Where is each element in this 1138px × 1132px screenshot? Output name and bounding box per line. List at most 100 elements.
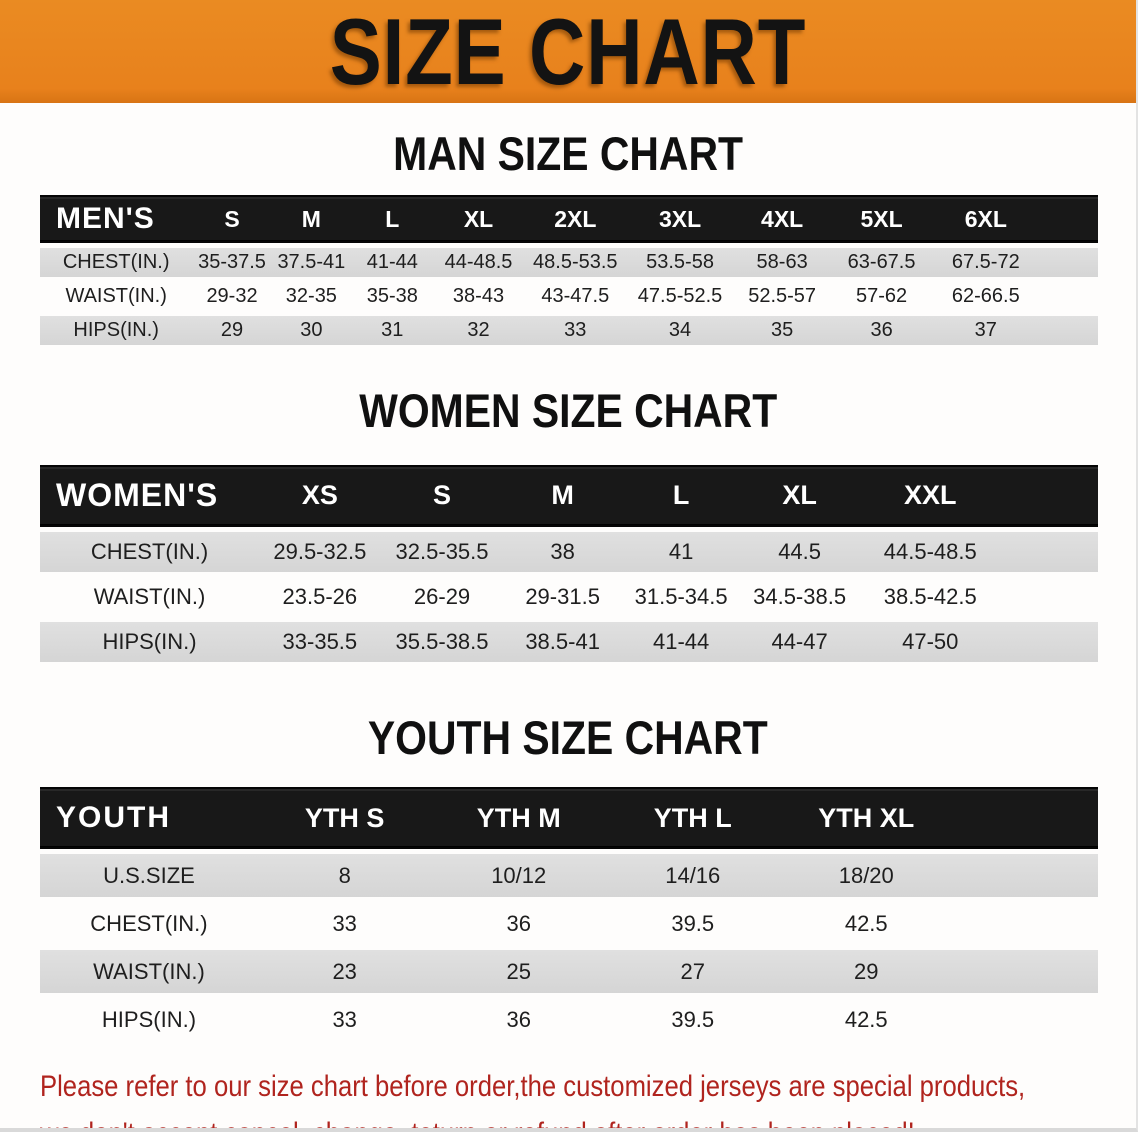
size-value-cell: 44.5 — [740, 531, 859, 572]
size-value-cell: 39.5 — [671, 1006, 715, 1032]
size-value-cell: 36 — [831, 316, 932, 346]
row-spacer — [953, 902, 1098, 945]
size-value-cell: 29 — [192, 316, 272, 346]
measurement-label: CHEST(IN.) — [90, 910, 208, 936]
header-spacer — [1001, 464, 1098, 527]
size-value-cell: 42.5 — [844, 910, 888, 936]
size-value-cell: 44.5-48.5 — [858, 531, 1002, 572]
size-value-cell: 43-47.5 — [541, 285, 610, 308]
order-policy-note: Please refer to our size chart before or… — [40, 1064, 1026, 1128]
size-column-header: 2XL — [523, 195, 628, 244]
women-size-table: WOMEN'S XS S M L XL XXL CHEST(IN.) 29.5-32.5 32.5… — [40, 460, 1098, 667]
size-value-cell: 41 — [621, 531, 741, 572]
header-spacer — [953, 787, 1098, 850]
women-section: WOMEN SIZE CHART WOMEN'S XS S M L XL XXL CHEST(… — [0, 386, 1136, 666]
youth-section-heading-text: YOUTH SIZE CHART — [368, 710, 768, 764]
size-value-cell: 38.5-41 — [503, 621, 622, 662]
size-value-cell: 37.5-41 — [271, 248, 352, 278]
size-column-header: M — [271, 195, 352, 244]
measurement-label: WAIST(IN.) — [65, 285, 167, 308]
youth-section: YOUTH SIZE CHART YOUTH YTH S YTH M YTH L YTH… — [0, 710, 1136, 1046]
table-row: U.S.SIZE 8 10/12 14/16 18/20 — [40, 854, 1098, 898]
men-section-heading-text: MAN SIZE CHART — [393, 127, 743, 180]
size-value-cell: 29-31.5 — [525, 583, 600, 609]
size-value-cell: 23.5-26 — [282, 583, 358, 609]
size-value-cell: 8 — [257, 854, 432, 898]
size-column-header: XXL — [858, 464, 1002, 527]
row-spacer — [1002, 577, 1098, 617]
size-value-cell: 62-66.5 — [951, 285, 1020, 308]
size-value-cell: 31.5-34.5 — [634, 583, 728, 609]
banner-title: SIZE CHART — [329, 0, 807, 104]
row-spacer — [953, 950, 1098, 994]
size-value-cell: 29 — [779, 950, 953, 994]
size-value-cell: 67.5-72 — [931, 248, 1040, 278]
table-row: CHEST(IN.) 35-37.5 37.5-41 41-44 44-48.5 48.5… — [40, 248, 1098, 278]
size-value-cell: 39.5 — [671, 910, 715, 936]
size-value-cell: 44-48.5 — [433, 248, 524, 278]
size-value-cell: 18/20 — [779, 854, 953, 898]
measurement-label: CHEST(IN.) — [40, 248, 193, 278]
size-column-header: L — [621, 464, 741, 527]
size-value-cell: 38-43 — [452, 285, 505, 308]
table-row: CHEST(IN.) 29.5-32.5 32.5-35.5 38 41 44.5 44.5… — [40, 531, 1098, 572]
table-row: HIPS(IN.) 33-35.5 35.5-38.5 38.5-41 41-44 44-… — [40, 621, 1098, 662]
size-value-cell: 33 — [523, 316, 628, 346]
size-value-cell: 53.5-58 — [627, 248, 733, 278]
table-title-cell: YOUTH — [40, 787, 258, 850]
size-column-header: YTH L — [606, 787, 780, 850]
size-value-cell: 47.5-52.5 — [637, 285, 723, 308]
measurement-label: HIPS(IN.) — [40, 621, 260, 662]
table-header-row: WOMEN'S XS S M L XL XXL — [40, 464, 1098, 527]
size-value-cell: 35-38 — [366, 285, 418, 308]
table-header-row: MEN'S S M L XL 2XL 3XL 4XL 5XL 6XL — [40, 195, 1098, 244]
measurement-label: WAIST(IN.) — [93, 583, 206, 609]
size-value-cell: 42.5 — [844, 1006, 888, 1032]
order-policy-note-line1: Please refer to our size chart before or… — [40, 1070, 1026, 1104]
row-spacer — [1039, 248, 1098, 278]
size-value-cell: 32 — [433, 316, 524, 346]
size-column-header: M — [503, 464, 622, 527]
table-row: WAIST(IN.) 29-32 32-35 35-38 38-43 43-47.5 47.… — [40, 282, 1098, 311]
men-size-table: MEN'S S M L XL 2XL 3XL 4XL 5XL 6XL CHEST(IN.) 35-37… — [40, 190, 1098, 350]
size-value-cell: 29-32 — [206, 285, 258, 308]
size-value-cell: 34 — [627, 316, 733, 346]
table-row: HIPS(IN.) 33 36 39.5 42.5 — [40, 998, 1098, 1041]
size-value-cell: 32.5-35.5 — [380, 531, 504, 572]
size-value-cell: 34.5-38.5 — [753, 583, 847, 609]
men-section-heading: MAN SIZE CHART — [0, 127, 1136, 180]
row-spacer — [1039, 316, 1098, 346]
size-value-cell: 27 — [606, 950, 780, 994]
table-title-cell: MEN'S — [40, 195, 193, 244]
size-value-cell: 63-67.5 — [831, 248, 932, 278]
size-value-cell: 57-62 — [856, 285, 908, 308]
header-spacer — [1039, 195, 1098, 244]
size-column-header: XL — [740, 464, 859, 527]
size-value-cell: 35-37.5 — [192, 248, 272, 278]
size-column-header: L — [351, 195, 434, 244]
measurement-label: U.S.SIZE — [40, 854, 258, 898]
row-spacer — [953, 854, 1098, 898]
banner: SIZE CHART — [0, 0, 1136, 103]
row-spacer — [1001, 621, 1098, 662]
youth-section-heading: YOUTH SIZE CHART — [0, 710, 1136, 764]
size-column-header: S — [192, 195, 272, 244]
size-value-cell: 41-44 — [621, 621, 741, 662]
size-column-header: YTH M — [431, 787, 606, 850]
size-value-cell: 29.5-32.5 — [259, 531, 381, 572]
size-column-header: 3XL — [627, 195, 733, 244]
size-column-header: YTH XL — [779, 787, 953, 850]
size-value-cell: 10/12 — [431, 854, 606, 898]
size-column-header: 5XL — [831, 195, 932, 244]
size-column-header: XS — [259, 464, 381, 527]
size-value-cell: 36 — [506, 1006, 531, 1032]
size-value-cell: 35.5-38.5 — [380, 621, 504, 662]
size-value-cell: 33 — [332, 910, 357, 936]
order-policy-note-line2: we don't accept cancel, change, teturn o… — [40, 1111, 977, 1128]
measurement-label: CHEST(IN.) — [40, 531, 260, 572]
size-value-cell: 48.5-53.5 — [523, 248, 628, 278]
table-title-cell: WOMEN'S — [40, 464, 260, 527]
size-value-cell: 47-50 — [858, 621, 1002, 662]
size-value-cell: 30 — [271, 316, 352, 346]
